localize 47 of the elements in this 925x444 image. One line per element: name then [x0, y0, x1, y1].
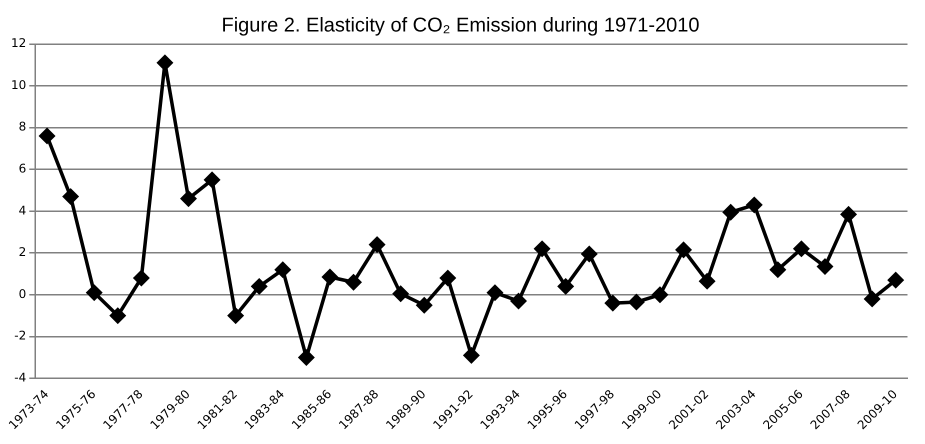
point	[699, 273, 715, 289]
point	[157, 55, 173, 71]
point	[676, 242, 692, 258]
point	[228, 308, 244, 324]
y-tick-label: 4	[18, 203, 26, 218]
point	[534, 241, 550, 257]
point	[605, 295, 621, 311]
point	[440, 270, 456, 286]
y-tick-label: -2	[14, 328, 26, 343]
point	[346, 274, 362, 290]
point	[369, 236, 385, 252]
y-tick-label: 0	[18, 286, 26, 301]
point	[746, 197, 762, 213]
point	[275, 262, 291, 278]
point	[62, 188, 78, 204]
point	[251, 278, 267, 294]
point	[840, 206, 856, 222]
point	[770, 262, 786, 278]
point	[416, 297, 432, 313]
point	[652, 287, 668, 303]
point	[817, 258, 833, 274]
point	[392, 286, 408, 302]
chart-title: Figure 2. Elasticity of CO₂ Emission during 1971-2010	[222, 14, 700, 37]
point	[110, 308, 126, 324]
point	[204, 172, 220, 188]
point	[298, 350, 314, 366]
y-tick-label: 6	[18, 162, 26, 176]
point	[322, 269, 338, 285]
point	[558, 278, 574, 294]
point	[86, 284, 102, 300]
point	[487, 284, 503, 300]
point	[864, 291, 880, 307]
point	[134, 270, 150, 286]
point	[39, 128, 55, 144]
point	[628, 294, 644, 310]
y-tick-label: 2	[18, 245, 26, 260]
point	[794, 241, 810, 257]
y-tick-label: 10	[10, 78, 26, 92]
point	[582, 246, 598, 262]
point	[464, 348, 480, 364]
y-tick-label: 8	[18, 120, 26, 134]
y-tick-label: -4	[14, 370, 26, 384]
point	[722, 204, 738, 220]
point	[888, 272, 904, 288]
y-tick-label: 12	[10, 36, 26, 50]
point	[510, 293, 526, 309]
point	[180, 190, 196, 206]
